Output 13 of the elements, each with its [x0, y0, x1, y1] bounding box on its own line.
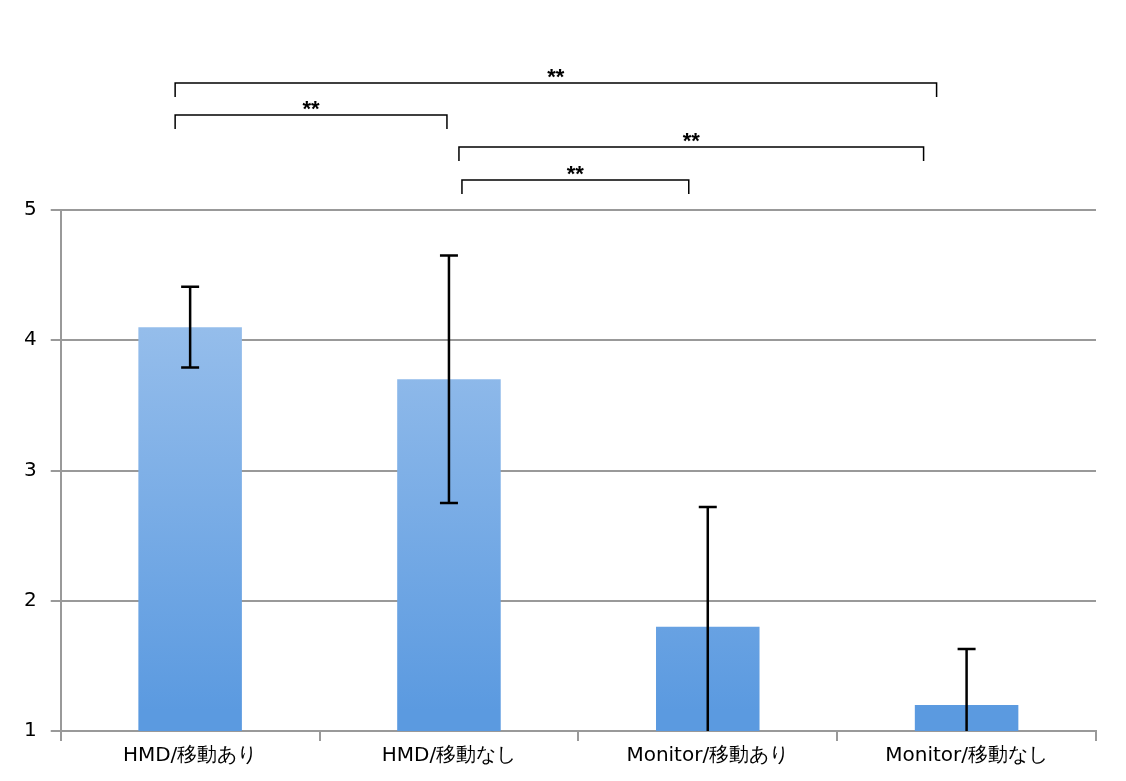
y-tick-label: 3 [23, 456, 37, 481]
x-tick-label: Monitor/移動なし [885, 742, 1048, 767]
y-tick-label: 1 [23, 717, 37, 742]
y-tick-label: 4 [23, 326, 37, 351]
y-tick-label: 5 [23, 196, 37, 221]
text: ** [682, 128, 701, 154]
x-tick-label: HMD/移動あり [122, 742, 258, 767]
x-tick-label: HMD/移動なし [381, 742, 517, 767]
y-tick-label: 2 [23, 586, 37, 611]
x-tick-label: Monitor/移動あり [626, 742, 790, 767]
text: ** [566, 161, 585, 187]
text: ** [302, 96, 321, 122]
text: ** [547, 64, 565, 90]
